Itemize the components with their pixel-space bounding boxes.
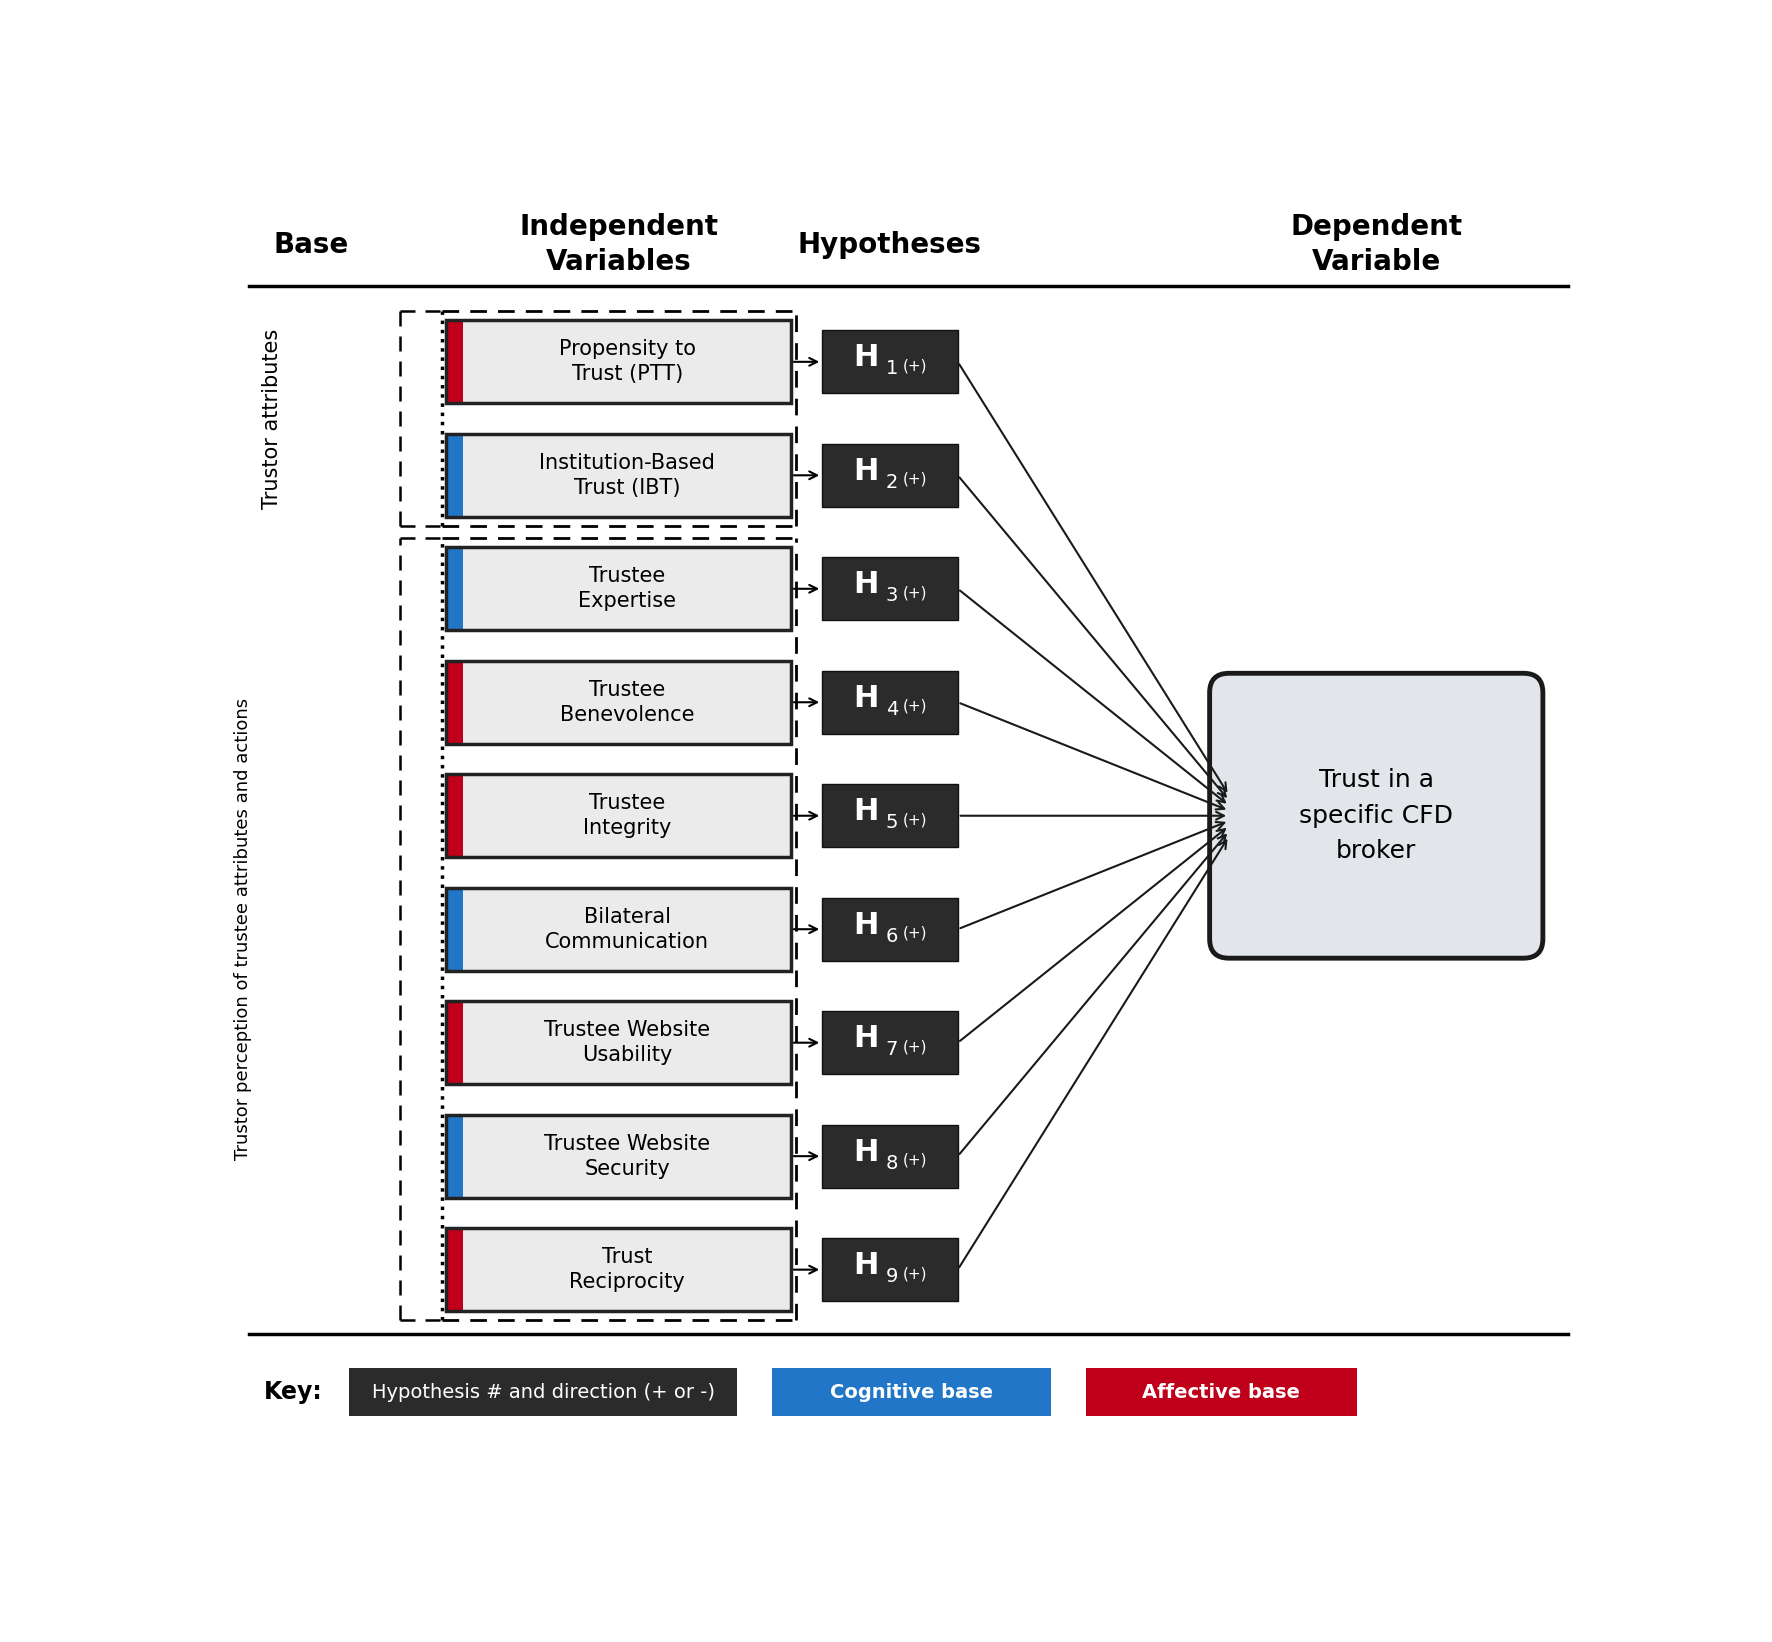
- Text: Hypothesis # and direction (+ or -): Hypothesis # and direction (+ or -): [372, 1383, 714, 1402]
- Text: H: H: [852, 798, 879, 826]
- Text: (+): (+): [902, 698, 927, 714]
- Text: H: H: [852, 911, 879, 939]
- Text: 7: 7: [886, 1039, 898, 1059]
- Bar: [447, 660, 462, 744]
- Bar: [447, 433, 462, 517]
- Text: Propensity to
Trust (PTT): Propensity to Trust (PTT): [558, 340, 696, 384]
- Text: 1: 1: [886, 360, 898, 378]
- Text: 5: 5: [886, 813, 898, 832]
- Text: Trustee Website
Usability: Trustee Website Usability: [544, 1020, 711, 1066]
- Text: H: H: [852, 1251, 879, 1281]
- Text: (+): (+): [902, 1153, 927, 1167]
- Text: 8: 8: [886, 1154, 898, 1172]
- Text: (+): (+): [902, 813, 927, 828]
- Bar: [822, 1125, 957, 1187]
- Text: H: H: [852, 1025, 879, 1053]
- Text: Dependent
Variable: Dependent Variable: [1290, 213, 1462, 276]
- Text: 6: 6: [886, 926, 898, 946]
- Bar: [447, 547, 462, 631]
- Text: (+): (+): [902, 1266, 927, 1281]
- Text: (+): (+): [902, 471, 927, 486]
- Bar: [822, 898, 957, 961]
- Text: H: H: [852, 685, 879, 713]
- Bar: [462, 888, 790, 970]
- Text: Cognitive base: Cognitive base: [829, 1383, 992, 1402]
- Text: (+): (+): [902, 358, 927, 373]
- Text: Trust
Reciprocity: Trust Reciprocity: [569, 1248, 686, 1292]
- Text: Trustee
Integrity: Trustee Integrity: [583, 793, 672, 837]
- Text: Trust in a
specific CFD
broker: Trust in a specific CFD broker: [1299, 768, 1453, 864]
- Bar: [447, 547, 790, 631]
- Text: Institution-Based
Trust (IBT): Institution-Based Trust (IBT): [539, 453, 716, 498]
- Text: Trustee Website
Security: Trustee Website Security: [544, 1133, 711, 1179]
- Bar: [822, 1011, 957, 1074]
- Bar: [462, 773, 790, 857]
- Text: Trustor perception of trustee attributes and actions: Trustor perception of trustee attributes…: [234, 698, 252, 1161]
- Text: Trustor attributes: Trustor attributes: [262, 328, 282, 509]
- Text: (+): (+): [902, 926, 927, 941]
- Bar: [462, 1115, 790, 1197]
- Bar: [822, 443, 957, 507]
- Bar: [447, 1228, 790, 1312]
- Bar: [822, 1238, 957, 1300]
- Bar: [447, 773, 462, 857]
- Text: (+): (+): [902, 1039, 927, 1054]
- Text: 2: 2: [886, 473, 898, 491]
- Bar: [462, 320, 790, 404]
- Bar: [462, 1228, 790, 1312]
- Text: Trustee
Expertise: Trustee Expertise: [578, 566, 677, 611]
- Bar: [822, 785, 957, 847]
- Text: Independent
Variables: Independent Variables: [519, 213, 718, 276]
- Bar: [447, 433, 790, 517]
- Bar: [447, 1002, 790, 1084]
- Text: Key:: Key:: [264, 1379, 323, 1404]
- Text: 3: 3: [886, 586, 898, 606]
- Text: Affective base: Affective base: [1143, 1383, 1301, 1402]
- Text: Bilateral
Communication: Bilateral Communication: [546, 906, 709, 952]
- Bar: [1086, 1368, 1357, 1415]
- Bar: [447, 888, 462, 970]
- Text: H: H: [852, 1138, 879, 1167]
- Bar: [462, 547, 790, 631]
- Text: (+): (+): [902, 585, 927, 599]
- Bar: [773, 1368, 1051, 1415]
- Text: 4: 4: [886, 699, 898, 719]
- Bar: [447, 320, 462, 404]
- Bar: [447, 1115, 790, 1197]
- Bar: [462, 1002, 790, 1084]
- Bar: [447, 320, 790, 404]
- Text: 9: 9: [886, 1268, 898, 1286]
- Text: H: H: [852, 456, 879, 486]
- FancyBboxPatch shape: [1210, 673, 1543, 959]
- Text: Base: Base: [273, 232, 349, 259]
- Bar: [447, 773, 790, 857]
- Bar: [447, 1002, 462, 1084]
- Bar: [822, 330, 957, 394]
- Bar: [462, 660, 790, 744]
- Bar: [822, 557, 957, 621]
- Bar: [447, 1115, 462, 1197]
- Text: Hypotheses: Hypotheses: [797, 232, 982, 259]
- Text: Trustee
Benevolence: Trustee Benevolence: [560, 680, 695, 724]
- Text: H: H: [852, 343, 879, 373]
- Bar: [822, 670, 957, 734]
- Bar: [349, 1368, 737, 1415]
- Text: H: H: [852, 570, 879, 599]
- Bar: [462, 433, 790, 517]
- Bar: [447, 888, 790, 970]
- Bar: [447, 660, 790, 744]
- Bar: [447, 1228, 462, 1312]
